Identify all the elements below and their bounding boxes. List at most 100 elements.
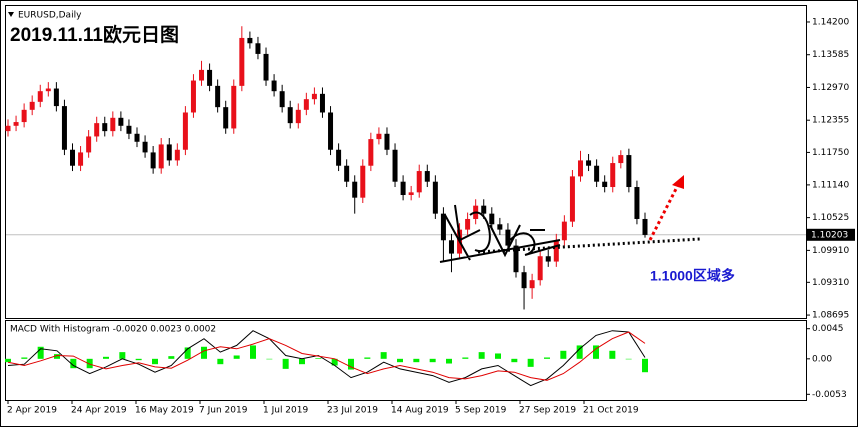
plot-layer: 1.14200 1.13585 1.12970 1.12355 1.11750 1.111… <box>5 17 855 416</box>
candle-body <box>134 133 140 142</box>
candle-body <box>505 229 511 246</box>
candle-body <box>271 80 277 92</box>
histogram-bar <box>103 356 109 359</box>
candle-body <box>465 218 471 230</box>
histogram-bar <box>446 358 452 364</box>
y-tick-label: 1.11750 <box>812 148 849 158</box>
x-tick-label: 14 Aug 2019 <box>391 406 449 416</box>
candle-body <box>94 123 100 137</box>
histogram-bar <box>217 358 224 365</box>
histogram-bar <box>364 357 371 359</box>
candle-body <box>360 165 366 198</box>
candle-body <box>561 221 567 241</box>
macd-line <box>7 331 646 381</box>
y-tick-label: -0.0053 <box>812 390 847 400</box>
candle-body <box>263 53 269 81</box>
candle-body <box>150 152 156 169</box>
candle-body <box>513 245 519 273</box>
candle-body <box>618 155 624 164</box>
y-tick-label: 1.11140 <box>812 180 849 190</box>
candle-body <box>174 149 180 161</box>
candle-body <box>118 117 124 126</box>
candle-body <box>13 122 19 126</box>
candle-body <box>602 181 608 188</box>
histogram-bar <box>527 358 534 367</box>
y-tick-label: 0.00 <box>812 354 832 364</box>
histogram-bar <box>299 358 305 365</box>
histogram-bar <box>642 358 648 373</box>
trendline <box>477 237 701 254</box>
x-tick-label: 21 Oct 2019 <box>583 406 639 416</box>
candle-body <box>319 93 325 113</box>
candle-body <box>311 93 317 100</box>
candle-body <box>295 109 301 124</box>
histogram-bar <box>152 358 158 365</box>
symbol-arrow <box>8 12 14 17</box>
candle-body <box>400 181 406 196</box>
candle-body <box>70 149 76 166</box>
candle-body <box>166 144 172 161</box>
histogram-bar <box>282 358 289 369</box>
candle-body <box>521 272 527 289</box>
candle-body <box>626 155 632 188</box>
candle-body <box>642 218 648 235</box>
candle-body <box>29 101 35 110</box>
x-tick-label: 2 Apr 2019 <box>7 406 57 416</box>
histogram-bar <box>429 358 436 363</box>
candle-body <box>384 133 390 150</box>
histogram-bar <box>37 346 44 359</box>
histogram-bar <box>266 358 273 360</box>
candle-body <box>53 88 59 107</box>
candle-body <box>392 149 398 182</box>
histogram-bar <box>560 350 567 359</box>
histogram-bar <box>397 358 403 363</box>
candle-body <box>215 85 221 108</box>
candle-body <box>432 181 438 214</box>
candle-body <box>368 139 374 166</box>
histogram-bar <box>380 352 387 359</box>
histogram-bar <box>348 358 354 370</box>
candle-body <box>158 144 164 169</box>
histogram-bar <box>495 353 501 359</box>
y-tick-label: 1.13585 <box>812 50 849 60</box>
y-tick-label: 1.12970 <box>812 83 849 93</box>
candle-body <box>37 91 43 102</box>
histogram-bar <box>119 352 126 359</box>
candle-body <box>352 181 358 198</box>
histogram-bar <box>21 357 28 359</box>
histogram-bar <box>593 345 599 359</box>
symbol: EURUSD,Daily <box>18 11 82 21</box>
y-tick-label: 1.14200 <box>812 17 849 27</box>
x-tick-label: 23 Jul 2019 <box>327 406 378 416</box>
candle-body <box>247 37 253 44</box>
histogram-bar <box>544 357 550 359</box>
histogram-bar <box>201 346 207 359</box>
candle-body <box>223 107 229 129</box>
candle-body <box>142 141 148 153</box>
candle-body <box>408 192 414 196</box>
candle-body <box>78 152 84 166</box>
candle-body <box>610 163 616 188</box>
x-tick-label: 5 Sep 2019 <box>455 406 507 416</box>
current-price-box <box>807 228 855 241</box>
candle-body <box>182 112 188 150</box>
candle-body <box>255 43 261 54</box>
candle-body <box>61 106 67 150</box>
y-tick-label: 0.0045 <box>812 324 844 334</box>
candle-body <box>424 171 430 182</box>
candle-body <box>553 240 559 262</box>
histogram-bar <box>625 358 632 360</box>
candle-body <box>440 213 446 241</box>
histogram-bar <box>233 355 240 359</box>
histogram-bar <box>70 358 77 369</box>
candle-body <box>328 112 334 150</box>
candle-body <box>577 160 583 177</box>
candle-body <box>344 165 350 182</box>
macd-line <box>7 330 646 387</box>
candle-body <box>303 99 309 110</box>
candle-body <box>110 117 116 132</box>
histogram-bar <box>135 358 142 361</box>
candle-body <box>45 88 51 92</box>
candle-body <box>448 240 454 254</box>
